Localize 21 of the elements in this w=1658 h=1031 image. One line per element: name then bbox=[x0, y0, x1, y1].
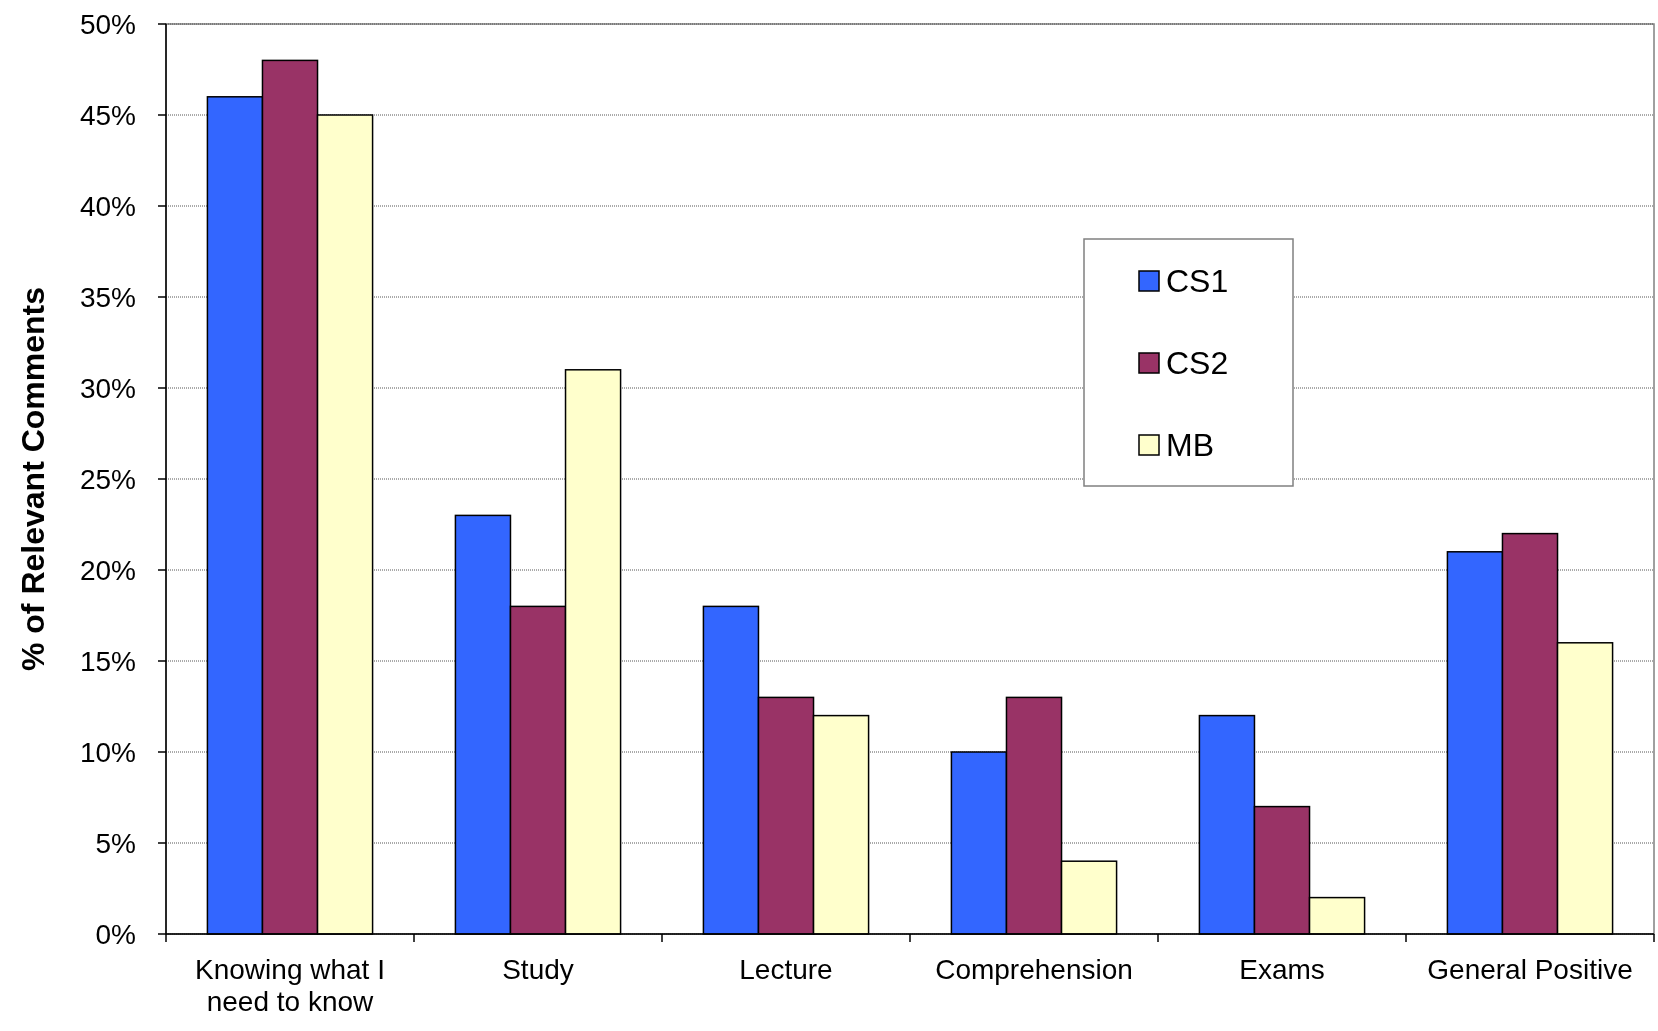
legend-label: CS2 bbox=[1166, 345, 1229, 382]
x-tick-label: General Positive bbox=[1427, 954, 1633, 985]
legend-label: MB bbox=[1166, 427, 1214, 464]
y-tick-label: 5% bbox=[95, 827, 136, 859]
y-tick-label: 50% bbox=[79, 8, 136, 40]
x-tick-label: Knowing what I need to know bbox=[195, 954, 385, 1018]
y-tick-label: 0% bbox=[95, 918, 136, 950]
y-tick-label: 15% bbox=[79, 645, 136, 677]
x-tick-label: Comprehension bbox=[935, 954, 1133, 985]
legend-label: CS1 bbox=[1166, 263, 1229, 300]
y-axis-title: % of Relevant Comments bbox=[15, 286, 51, 672]
y-tick-label: 40% bbox=[79, 190, 136, 222]
y-tick-label: 35% bbox=[79, 281, 136, 313]
y-tick-label: 20% bbox=[79, 554, 136, 586]
y-tick-label: 45% bbox=[79, 99, 136, 131]
y-tick-label: 30% bbox=[79, 372, 136, 404]
x-tick-label: Lecture bbox=[739, 954, 833, 985]
y-tick-label: 25% bbox=[79, 463, 136, 495]
y-tick-label: 10% bbox=[79, 736, 136, 768]
x-tick-label: Study bbox=[502, 954, 574, 985]
x-tick-label: Exams bbox=[1239, 954, 1325, 985]
